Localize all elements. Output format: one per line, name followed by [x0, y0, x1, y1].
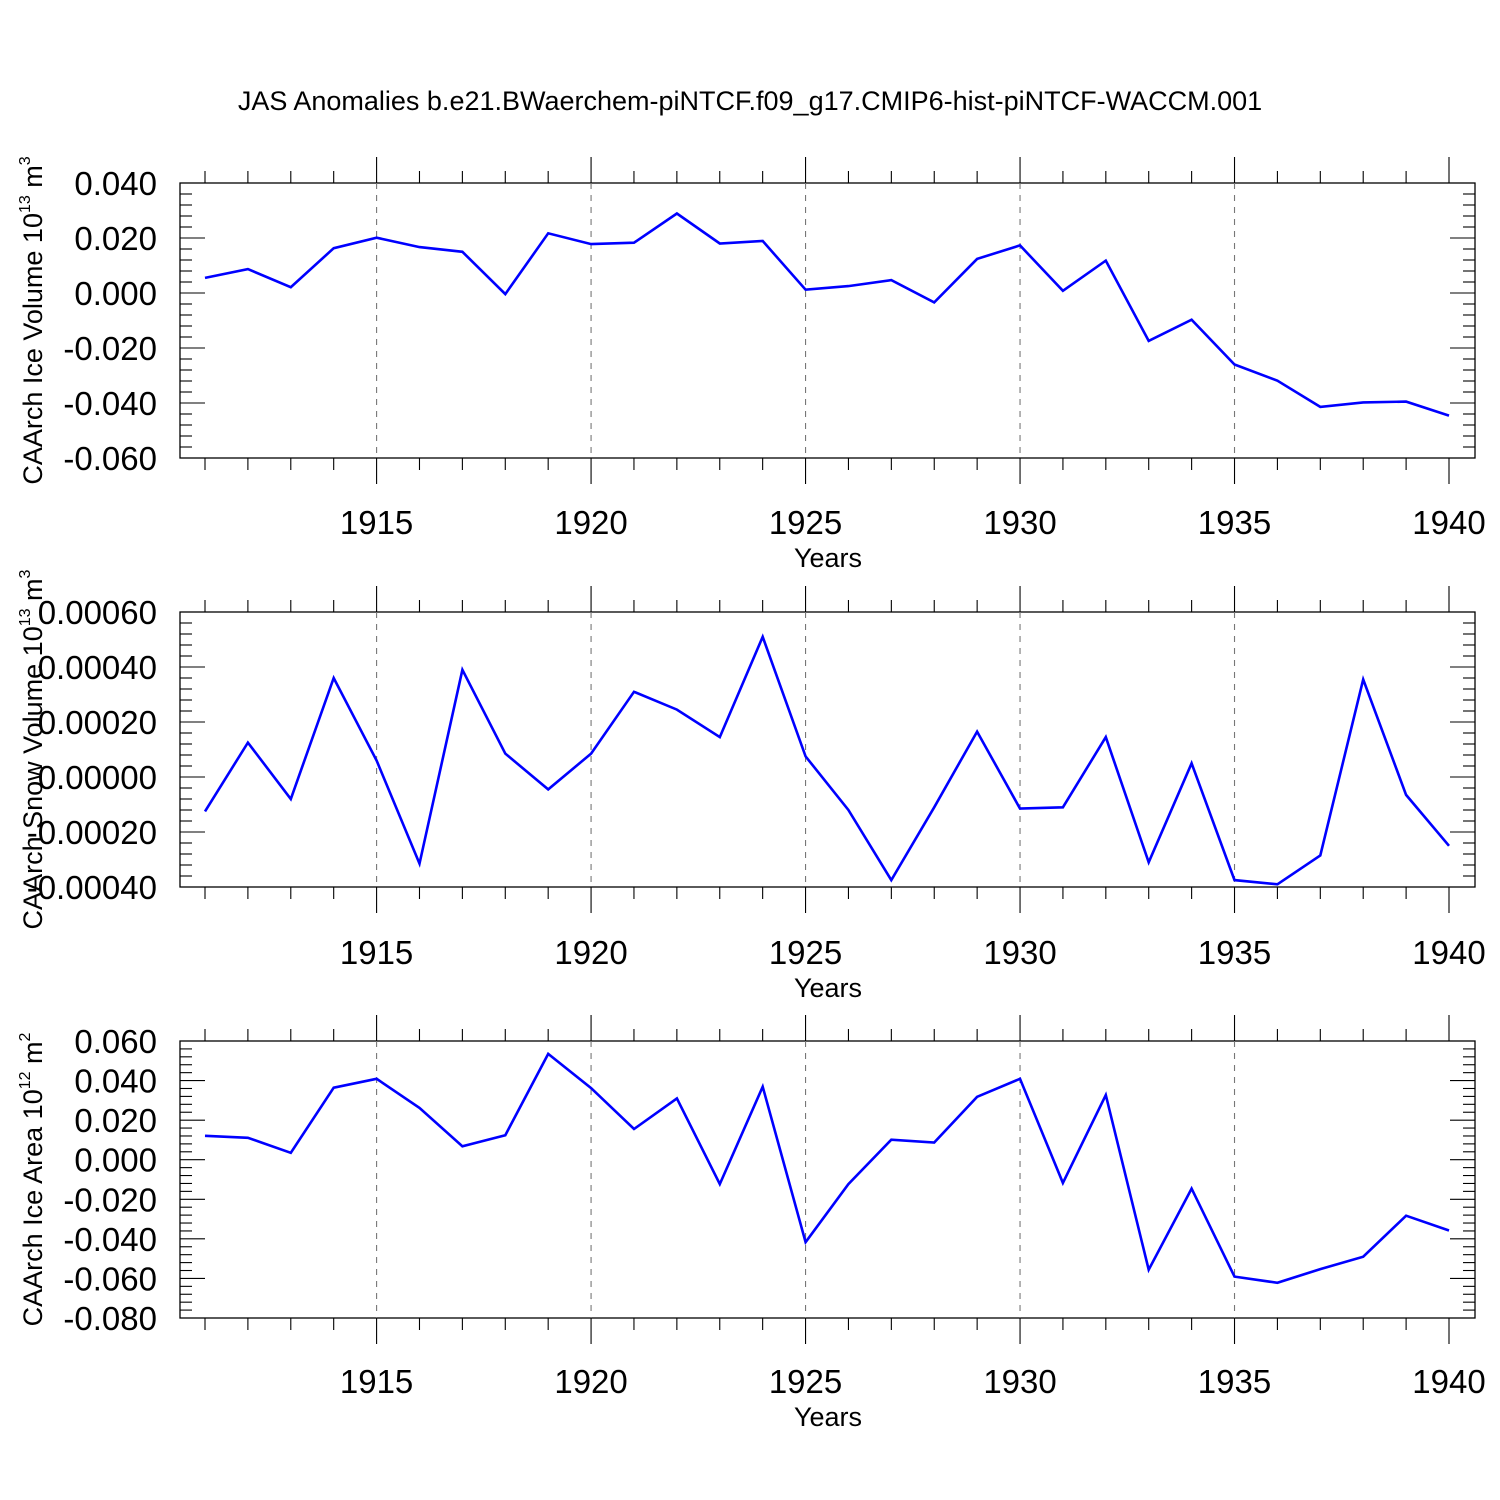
y-axis-label: CAArch Ice Volume 1013 m3 — [17, 156, 48, 484]
x-tick-label: 1925 — [769, 1363, 842, 1400]
y-tick-label: 0.020 — [74, 1102, 157, 1139]
plot-frame — [179, 1040, 1476, 1319]
x-tick-label: 1920 — [554, 934, 627, 971]
x-tick-label: 1940 — [1412, 1363, 1485, 1400]
x-tick-label: 1915 — [340, 504, 413, 541]
x-tick-label: 1930 — [983, 1363, 1056, 1400]
x-axis-label: Years — [794, 543, 862, 573]
x-tick-label: 1920 — [554, 1363, 627, 1400]
y-axis-label: CAArch Snow Volume 1013 m3 — [17, 569, 48, 929]
x-tick-label: 1930 — [983, 934, 1056, 971]
x-tick-label: 1940 — [1412, 504, 1485, 541]
x-tick-label: 1930 — [983, 504, 1056, 541]
x-tick-label: 1935 — [1198, 934, 1271, 971]
y-tick-label: -0.020 — [63, 330, 157, 367]
y-tick-label: 0.00020 — [38, 704, 157, 741]
series-line — [203, 633, 1450, 886]
y-tick-label: 0.00000 — [38, 759, 157, 796]
series-line — [204, 1051, 1450, 1285]
x-tick-label: 1915 — [340, 934, 413, 971]
x-tick-label: 1925 — [769, 934, 842, 971]
x-tick-label: 1935 — [1198, 504, 1271, 541]
y-tick-label: 0.000 — [74, 275, 157, 312]
y-tick-label: -0.00040 — [27, 869, 157, 906]
y-tick-label: -0.040 — [63, 1221, 157, 1258]
y-tick-label: -0.080 — [63, 1300, 157, 1337]
y-tick-label: 0.060 — [74, 1023, 157, 1060]
y-tick-label: 0.040 — [74, 165, 157, 202]
y-tick-label: 0.000 — [74, 1142, 157, 1179]
y-tick-label: -0.020 — [63, 1181, 157, 1218]
plot-frame — [179, 182, 1476, 459]
x-axis-label: Years — [794, 1402, 862, 1432]
x-tick-label: 1935 — [1198, 1363, 1271, 1400]
y-tick-label: 0.040 — [74, 1063, 157, 1100]
panel-1: 0.040 0.020 0.000 -0.020 -0.040 -0.060 1915 192… — [17, 156, 1486, 573]
x-tick-label: 1920 — [554, 504, 627, 541]
figure-title: JAS Anomalies b.e21.BWaerchem-piNTCF.f09… — [238, 86, 1262, 116]
panel-3: 0.0600.0400.0200.000-0.020-0.040-0.060-0… — [17, 1015, 1486, 1432]
x-tick-label: 1915 — [340, 1363, 413, 1400]
y-tick-label: 0.00040 — [38, 649, 157, 686]
y-tick-label: -0.060 — [63, 440, 157, 477]
y-tick-label: 0.00060 — [38, 594, 157, 631]
series-line — [204, 211, 1450, 417]
plot-frame — [179, 611, 1476, 888]
y-tick-label: -0.00020 — [27, 814, 157, 851]
x-tick-label: 1940 — [1412, 934, 1485, 971]
y-tick-label: 0.020 — [74, 220, 157, 257]
y-axis-label: CAArch Ice Area 1012 m2 — [17, 1032, 48, 1326]
y-tick-label: -0.040 — [63, 385, 157, 422]
y-tick-label: -0.060 — [63, 1260, 157, 1297]
x-tick-label: 1925 — [769, 504, 842, 541]
x-axis-label: Years — [794, 973, 862, 1003]
panel-2: 0.00060 0.00040 0.00020 0.00000 -0.00020 -0.0… — [17, 569, 1486, 1003]
